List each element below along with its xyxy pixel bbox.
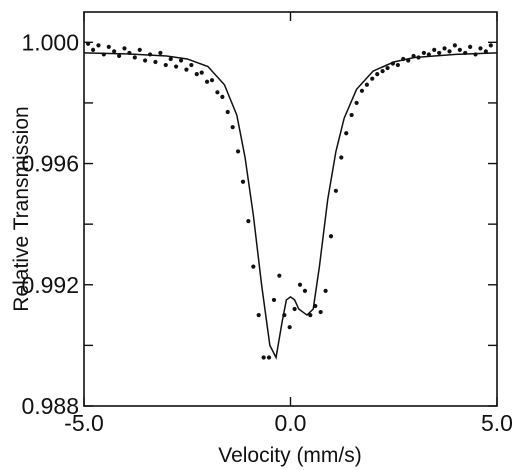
data-point [184,67,189,72]
data-point [256,312,261,318]
data-point [401,56,406,62]
y-tick-label: 0.992 [21,272,79,298]
data-point [261,355,266,360]
data-point [364,82,369,87]
data-point [328,234,334,239]
data-point [240,179,246,184]
data-point [106,44,111,49]
data-point [178,58,184,63]
data-point [452,43,457,48]
data-point [147,52,153,57]
data-points-group [86,41,493,360]
data-point [359,88,365,93]
data-point [132,55,137,60]
data-point [457,47,462,52]
data-point [158,50,163,56]
data-point [308,312,313,318]
data-point [313,303,318,309]
data-point [437,50,442,56]
axis-ticks [83,12,498,407]
data-point [390,61,396,66]
y-tick-label: 0.996 [21,151,79,177]
data-point [143,58,148,63]
data-point [246,219,251,224]
data-point [323,288,328,293]
y-tick-label: 1.000 [21,29,79,55]
data-point [349,112,354,118]
data-point [421,50,426,56]
data-point [204,79,210,84]
data-point [483,49,488,54]
data-point [174,64,179,69]
data-point [230,125,235,130]
data-point [122,46,127,51]
data-point [153,59,158,65]
fit-curve-group [83,52,498,360]
data-point [302,288,308,293]
x-tick-label: 0.0 [275,410,307,436]
data-point [235,149,241,154]
data-point [297,282,303,287]
data-point [101,52,106,57]
data-point [426,52,431,57]
data-point [416,55,421,60]
data-point [375,72,380,77]
plot-frame [83,11,498,407]
data-point [112,49,117,54]
data-point [215,90,220,95]
x-tick-label: -5.0 [64,410,104,436]
plot-frame-group [83,11,498,407]
data-point [271,297,277,303]
data-point [442,46,447,51]
data-point [266,355,272,360]
data-point [117,53,122,59]
data-point [189,62,194,68]
x-tick-label: 5.0 [481,410,513,436]
data-point [333,188,339,193]
data-point [488,43,493,48]
data-point [209,78,215,83]
data-point [447,49,452,54]
data-point [220,94,225,99]
data-point [163,62,168,68]
data-point [194,72,199,77]
data-point [96,43,101,48]
y-axis-label: Relative Transmission [10,106,33,311]
data-point [277,273,282,278]
fit-curve-line [83,52,498,360]
data-point [432,47,437,52]
data-point [463,50,468,56]
data-point [380,69,385,74]
data-point [292,306,297,312]
data-point [473,52,478,57]
x-axis-label: Velocity (mm/s) [218,444,362,467]
data-point [199,70,204,75]
data-point [251,264,256,269]
data-point [90,47,96,52]
data-point [468,44,473,49]
data-point [344,131,349,136]
y-tick-label: 0.988 [21,393,79,419]
data-point [354,100,359,106]
axis-tick-labels: -5.0 0.0 5.0 0.988 0.992 0.996 1.000 [21,29,513,436]
data-point [385,65,390,71]
data-point [86,41,91,46]
data-point [478,46,483,51]
data-point [370,76,375,81]
data-point [406,58,411,63]
data-point [168,56,173,62]
data-point [137,47,142,52]
data-point [395,62,400,68]
data-point [287,325,292,330]
data-point [411,53,416,59]
data-point [339,155,344,160]
data-point [225,109,230,115]
data-point [282,312,287,318]
data-point [127,50,132,56]
data-point [318,309,323,315]
